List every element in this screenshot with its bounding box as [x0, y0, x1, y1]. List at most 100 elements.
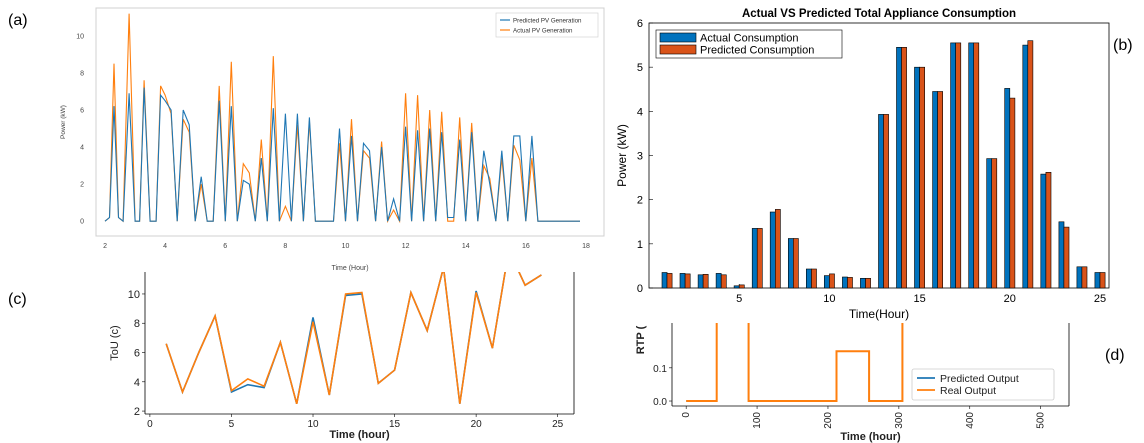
chart-c-xtick: 15 — [389, 419, 401, 430]
chart-b-predicted-bar — [811, 268, 817, 289]
chart-b-predicted-bar — [774, 209, 781, 289]
chart-a-xtick: 2 — [103, 243, 107, 250]
chart-a-xtick: 18 — [582, 243, 590, 250]
panel-label-c: (c) — [8, 291, 27, 308]
chart-a-xlabel: Time (Hour) — [331, 265, 368, 272]
chart-c-series-2-line — [165, 272, 542, 405]
chart-b-predicted-bar — [684, 273, 691, 289]
chart-b-ytick: 1 — [637, 239, 643, 251]
chart-b-ylabel: Power (kW) — [615, 124, 629, 187]
chart-d-legend — [911, 368, 1055, 401]
chart-b-predicted-bar — [666, 273, 673, 289]
chart-b-legend-swatch — [659, 44, 697, 55]
chart-b-ytick: 3 — [637, 151, 643, 163]
chart-b-xlabel: Time(Hour) — [849, 307, 909, 321]
chart-a-frame — [95, 7, 605, 237]
chart-d-ytick: 0.1 — [653, 364, 667, 375]
chart-b-predicted-bar — [1063, 226, 1070, 289]
chart-b-xtick: 25 — [1094, 293, 1106, 305]
chart-b-predicted-bar — [792, 238, 799, 289]
chart-b-predicted-bar — [1027, 40, 1034, 289]
panel-label-b: (b) — [1113, 37, 1133, 54]
chart-c-xlabel: Time (hour) — [329, 429, 390, 441]
chart-c-ytick: 10 — [128, 289, 140, 301]
chart-a-xtick: 4 — [163, 243, 167, 250]
chart-b-predicted-bar — [1081, 266, 1088, 289]
chart-a-legend-label: Actual PV Generation — [513, 28, 573, 35]
chart-d-ytick: 0.0 — [653, 397, 667, 408]
chart-a-xtick: 12 — [402, 243, 410, 250]
chart-b-predicted-bar — [738, 284, 745, 289]
chart-b-xtick: 10 — [823, 293, 835, 305]
chart-b-predicted-bar — [1045, 172, 1052, 289]
chart-c-xtick: 0 — [147, 419, 153, 430]
chart-d-xtick: 0 — [681, 412, 692, 418]
chart-d-legend-label: Real Output — [940, 385, 996, 397]
chart-b-predicted-bar — [991, 158, 998, 289]
chart-b-predicted-bar — [919, 66, 925, 289]
panel-label-d: (d) — [1105, 347, 1125, 364]
chart-a-ytick: 2 — [80, 182, 84, 189]
chart-a-xtick: 8 — [283, 243, 287, 250]
chart-b-xtick: 5 — [736, 293, 742, 305]
chart-b-title: Actual VS Predicted Total Appliance Cons… — [742, 8, 1016, 20]
chart-b-predicted-bar — [865, 277, 871, 289]
chart-b-legend-label: Actual Consumption — [700, 33, 798, 45]
chart-b-ytick: 6 — [637, 18, 643, 30]
chart-b-ytick: 2 — [637, 195, 643, 207]
chart-c-xtick: 5 — [229, 419, 235, 430]
panel-label-a: (a) — [8, 12, 28, 29]
chart-b-predicted-bar — [1009, 97, 1016, 289]
chart-c-xtick: 10 — [307, 419, 319, 430]
chart-a-ytick: 10 — [76, 33, 84, 40]
chart-b-predicted-bar — [829, 273, 835, 289]
chart-b-predicted-bar — [720, 274, 727, 289]
chart-d-legend-label: Predicted Output — [940, 373, 1019, 385]
chart-d-real-output-line — [686, 323, 904, 402]
chart-c-ytick: 4 — [134, 377, 140, 389]
chart-a-xtick: 16 — [522, 243, 530, 250]
chart-d-xtick: 100 — [752, 412, 763, 429]
chart-b-legend-swatch — [659, 32, 697, 43]
chart-d-xtick: 200 — [823, 412, 834, 429]
chart-a-predicted-pv-line — [104, 87, 580, 223]
chart-b-predicted-bar — [973, 42, 980, 289]
chart-d-xtick: 500 — [1036, 412, 1047, 429]
chart-c-ytick: 2 — [134, 406, 140, 418]
chart-b-predicted-bar — [901, 46, 907, 289]
chart-a-ytick: 4 — [80, 145, 84, 152]
chart-c-ytick: 8 — [134, 318, 140, 330]
chart-a-legend — [495, 12, 599, 38]
chart-b-ytick: 4 — [637, 106, 643, 118]
chart-a-xtick: 14 — [462, 243, 470, 250]
chart-c-ytick: 6 — [134, 348, 140, 360]
chart-c-xtick: 20 — [471, 419, 483, 430]
chart-b-predicted-bar — [955, 42, 962, 289]
chart-c-xtick: 25 — [552, 419, 564, 430]
chart-a-ylabel: Power (kW) — [60, 105, 67, 139]
chart-b-ytick: 0 — [637, 283, 643, 295]
chart-c-ylabel: ToU (c) — [109, 325, 121, 360]
chart-b-predicted-bar — [883, 114, 889, 289]
chart-a-xtick: 10 — [342, 243, 350, 250]
chart-d-xlabel: Time (hour) — [840, 431, 901, 443]
chart-a-ytick: 6 — [80, 107, 84, 114]
chart-a-ytick: 8 — [80, 70, 84, 77]
chart-b-ytick: 5 — [637, 62, 643, 74]
chart-b-predicted-bar — [937, 91, 943, 289]
chart-b-predicted-bar — [756, 228, 763, 289]
chart-d-ylabel: RTP ( — [635, 325, 647, 354]
chart-a-ytick: 0 — [80, 219, 84, 226]
chart-b-predicted-bar — [702, 273, 709, 289]
chart-b-predicted-bar — [847, 277, 853, 289]
chart-b-predicted-bar — [1099, 272, 1106, 289]
chart-a-xtick: 6 — [223, 243, 227, 250]
chart-b-legend-label: Predicted Consumption — [700, 45, 814, 57]
chart-b-xtick: 20 — [1004, 293, 1016, 305]
chart-b-xtick: 15 — [913, 293, 925, 305]
chart-d-xtick: 400 — [965, 412, 976, 429]
